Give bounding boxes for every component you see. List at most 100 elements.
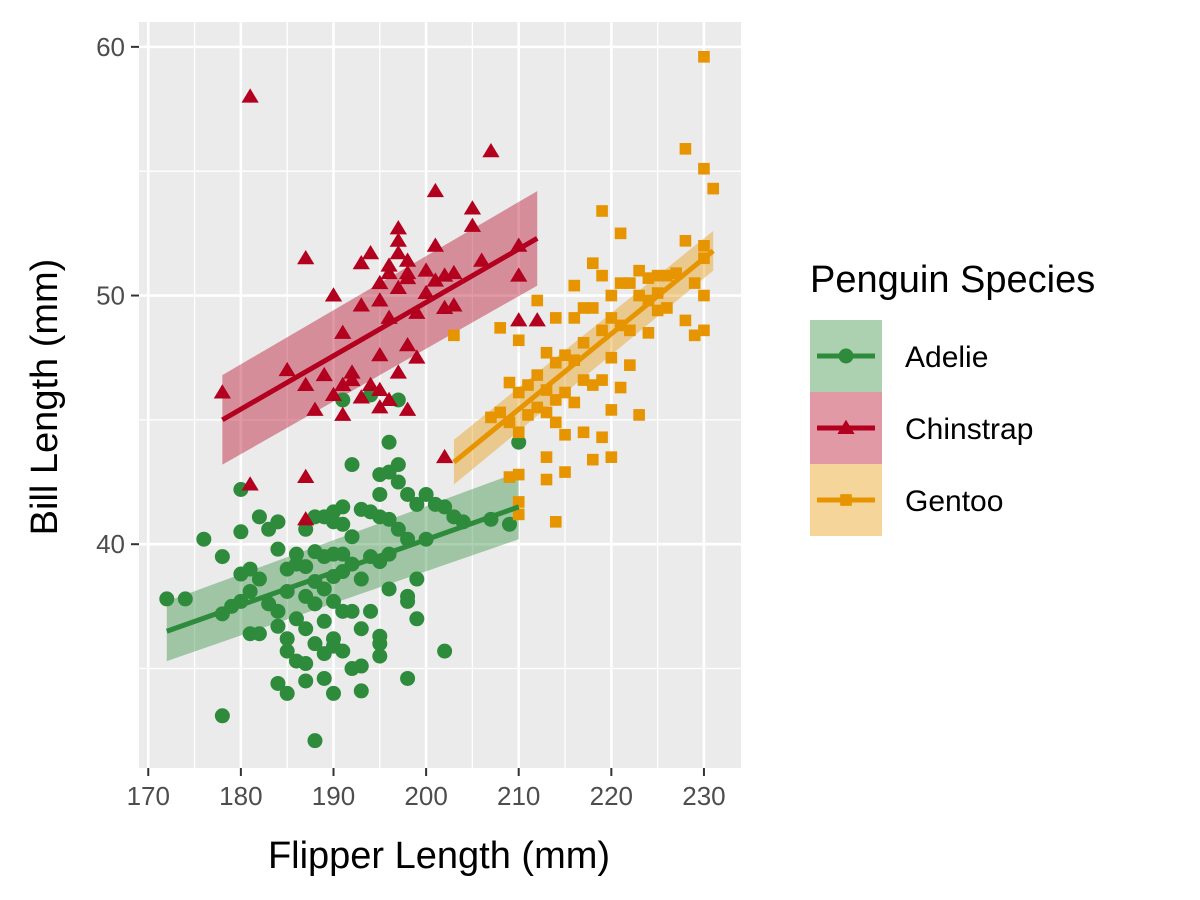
chinstrap-point — [324, 287, 343, 302]
gentoo-point — [503, 471, 516, 483]
legend-title: Penguin Species — [810, 259, 1095, 301]
adelie-point — [344, 529, 360, 545]
y-tick-label: 40 — [96, 529, 125, 559]
gentoo-point — [549, 394, 562, 406]
adelie-point — [316, 581, 332, 597]
gentoo-point — [522, 379, 534, 391]
chinstrap-point — [398, 337, 417, 352]
adelie-point — [177, 591, 193, 607]
gentoo-point — [587, 302, 599, 314]
gentoo-point — [503, 416, 516, 429]
gentoo-point — [549, 416, 562, 429]
gentoo-point — [670, 267, 682, 279]
gentoo-point — [540, 384, 553, 396]
gentoo-point — [596, 205, 608, 217]
adelie-point — [196, 531, 212, 547]
adelie-point — [279, 685, 295, 701]
y-tick-label: 50 — [96, 281, 125, 311]
adelie-point — [325, 685, 341, 701]
chinstrap-point — [398, 264, 417, 280]
adelie-point — [298, 673, 314, 689]
gentoo-point — [614, 381, 627, 394]
chinstrap-point — [510, 267, 528, 282]
gentoo-point — [494, 322, 507, 334]
chinstrap-point — [241, 88, 259, 103]
adelie-point — [390, 474, 406, 490]
adelie-point — [409, 571, 425, 587]
gentoo-point — [568, 312, 581, 324]
gentoo-point — [707, 182, 720, 195]
chinstrap-point — [343, 364, 361, 379]
gentoo-point — [624, 277, 636, 289]
gentoo-point — [688, 329, 701, 342]
adelie-point — [214, 708, 230, 724]
adelie-legend-key-marker — [838, 348, 854, 364]
trend-lines — [165, 236, 715, 634]
chinstrap-point — [297, 468, 315, 484]
gentoo-point — [698, 162, 710, 175]
adelie-point — [159, 591, 175, 607]
adelie-point — [390, 457, 406, 473]
chinstrap-point — [306, 401, 324, 416]
gentoo-point — [549, 356, 562, 369]
x-tick-label: 190 — [312, 781, 355, 811]
gentoo-point — [614, 227, 627, 240]
gentoo-point — [531, 294, 544, 307]
chinstrap-point — [297, 249, 315, 265]
chinstrap-point — [398, 252, 417, 267]
adelie-point — [511, 434, 527, 450]
gentoo-point — [698, 289, 710, 302]
gentoo-point — [688, 277, 701, 289]
gentoo-point — [512, 508, 525, 521]
gentoo-point — [568, 396, 581, 409]
adelie-point — [363, 603, 379, 619]
x-tick-label: 220 — [590, 781, 633, 811]
adelie-point — [270, 514, 286, 530]
gentoo-point — [577, 374, 590, 386]
chinstrap-point — [380, 391, 398, 406]
gentoo-point — [633, 289, 645, 302]
adelie-point — [298, 521, 314, 537]
gentoo-point — [559, 428, 571, 441]
adelie-point — [381, 511, 397, 527]
x-tick-label: 200 — [404, 781, 447, 811]
chinstrap-point — [361, 244, 380, 260]
chinstrap-point — [389, 244, 407, 260]
adelie-point — [372, 648, 388, 664]
chinstrap-point — [371, 381, 389, 397]
gentoo-point — [661, 269, 673, 282]
gentoo-point — [512, 468, 525, 481]
adelie-point — [242, 583, 258, 599]
chinstrap-point — [352, 297, 370, 312]
chinstrap-point — [334, 376, 352, 392]
gentoo-point — [651, 304, 664, 317]
gentoo-point — [651, 269, 664, 282]
chinstrap-point — [213, 384, 231, 399]
chinstrap-point — [371, 346, 389, 362]
chinstrap-point — [389, 279, 407, 295]
gentoo-point — [568, 354, 581, 366]
chinstrap-point — [297, 511, 315, 526]
adelie-point — [307, 636, 323, 652]
gentoo-point — [605, 312, 618, 324]
gentoo-point — [512, 334, 525, 347]
chinstrap-point — [371, 274, 389, 290]
chinstrap-point — [352, 254, 370, 270]
adelie-point — [335, 643, 351, 659]
adelie-point — [353, 571, 369, 587]
gentoo-point — [522, 409, 534, 421]
chinstrap-point — [445, 264, 463, 280]
adelie-point — [288, 611, 304, 627]
gentoo-point — [540, 451, 553, 463]
gentoo-point — [605, 404, 618, 416]
gentoo-point — [531, 401, 544, 414]
adelie-point — [409, 611, 425, 627]
chinstrap-point — [528, 312, 546, 327]
gentoo-point — [512, 496, 525, 508]
adelie-point — [335, 516, 351, 532]
gentoo-point — [448, 329, 460, 342]
chinstrap-point — [408, 349, 426, 364]
gentoo-point — [587, 257, 599, 270]
gentoo-point — [605, 289, 618, 302]
y-tick-label: 60 — [96, 32, 125, 62]
